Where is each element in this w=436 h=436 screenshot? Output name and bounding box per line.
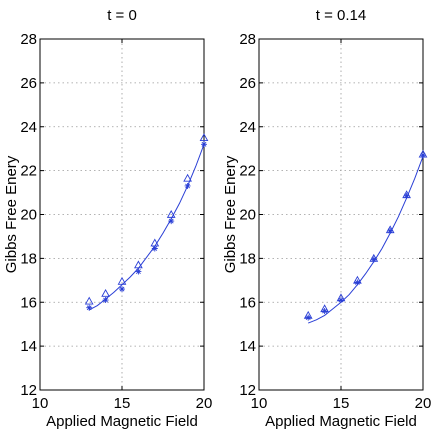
x-tick-label: 20	[196, 395, 213, 412]
y-tick-label: 26	[20, 75, 37, 92]
y-tick-label: 24	[20, 119, 37, 136]
x-axis-label: Applied Magnetic Field	[46, 413, 198, 430]
x-tick-label: 15	[333, 395, 350, 412]
y-tick-label: 20	[20, 207, 37, 224]
asterisk-point	[184, 182, 191, 189]
asterisk-point	[387, 227, 394, 234]
triangle-point	[84, 296, 94, 305]
chart-title: t = 0.14	[316, 7, 366, 24]
triangle-point	[183, 173, 192, 182]
y-tick-label: 18	[20, 250, 37, 267]
y-tick-label: 26	[239, 75, 256, 92]
asterisk-point	[86, 304, 93, 311]
chart-title: t = 0	[107, 7, 137, 24]
y-tick-label: 14	[239, 338, 256, 355]
asterisk-point	[201, 141, 207, 148]
asterisk-point	[354, 279, 361, 286]
asterisk-point	[403, 192, 410, 199]
asterisk-point	[338, 297, 344, 304]
asterisk-point	[420, 152, 426, 159]
asterisk-point	[168, 218, 175, 225]
asterisk-point	[321, 308, 328, 315]
x-tick-label: 20	[415, 395, 432, 412]
asterisk-point	[119, 286, 125, 293]
y-tick-label: 20	[239, 207, 256, 224]
x-tick-label: 10	[32, 395, 49, 412]
triangle-point	[101, 288, 110, 297]
y-axis-label: Gibbs Free Enery	[222, 155, 239, 273]
triangle-point	[134, 260, 143, 269]
y-tick-label: 22	[239, 163, 256, 180]
y-tick-label: 12	[239, 382, 256, 399]
triangle-point	[199, 133, 209, 142]
asterisk-point	[305, 314, 312, 321]
y-tick-label: 18	[239, 250, 256, 267]
y-tick-label: 16	[239, 294, 256, 311]
x-tick-label: 10	[251, 395, 268, 412]
y-tick-label: 28	[239, 31, 256, 48]
asterisk-point	[102, 297, 109, 304]
x-axis-label: Applied Magnetic Field	[265, 413, 417, 430]
y-tick-label: 24	[239, 119, 256, 136]
y-tick-label: 16	[20, 294, 37, 311]
chart-panel-2: 12 14 16 18 20 22 24 26 28 10 15 20 t = 0.14 Applied …	[222, 7, 431, 430]
y-tick-label: 28	[20, 31, 37, 48]
asterisk-point	[151, 245, 158, 252]
triangle-point	[166, 209, 176, 218]
asterisk-point	[135, 268, 142, 275]
x-tick-label: 15	[114, 395, 131, 412]
asterisk-point	[370, 256, 377, 263]
y-tick-label: 12	[20, 382, 37, 399]
fit-curve	[308, 156, 424, 324]
y-tick-label: 14	[20, 338, 37, 355]
fit-curve	[88, 144, 205, 311]
triangle-point	[117, 276, 127, 285]
y-tick-label: 22	[20, 163, 37, 180]
chart-panel-1: 12 14 16 18 20 22 24 26 28 10 15 20 t = 0 Applied Mag…	[3, 7, 212, 430]
y-axis-label: Gibbs Free Enery	[3, 155, 20, 273]
